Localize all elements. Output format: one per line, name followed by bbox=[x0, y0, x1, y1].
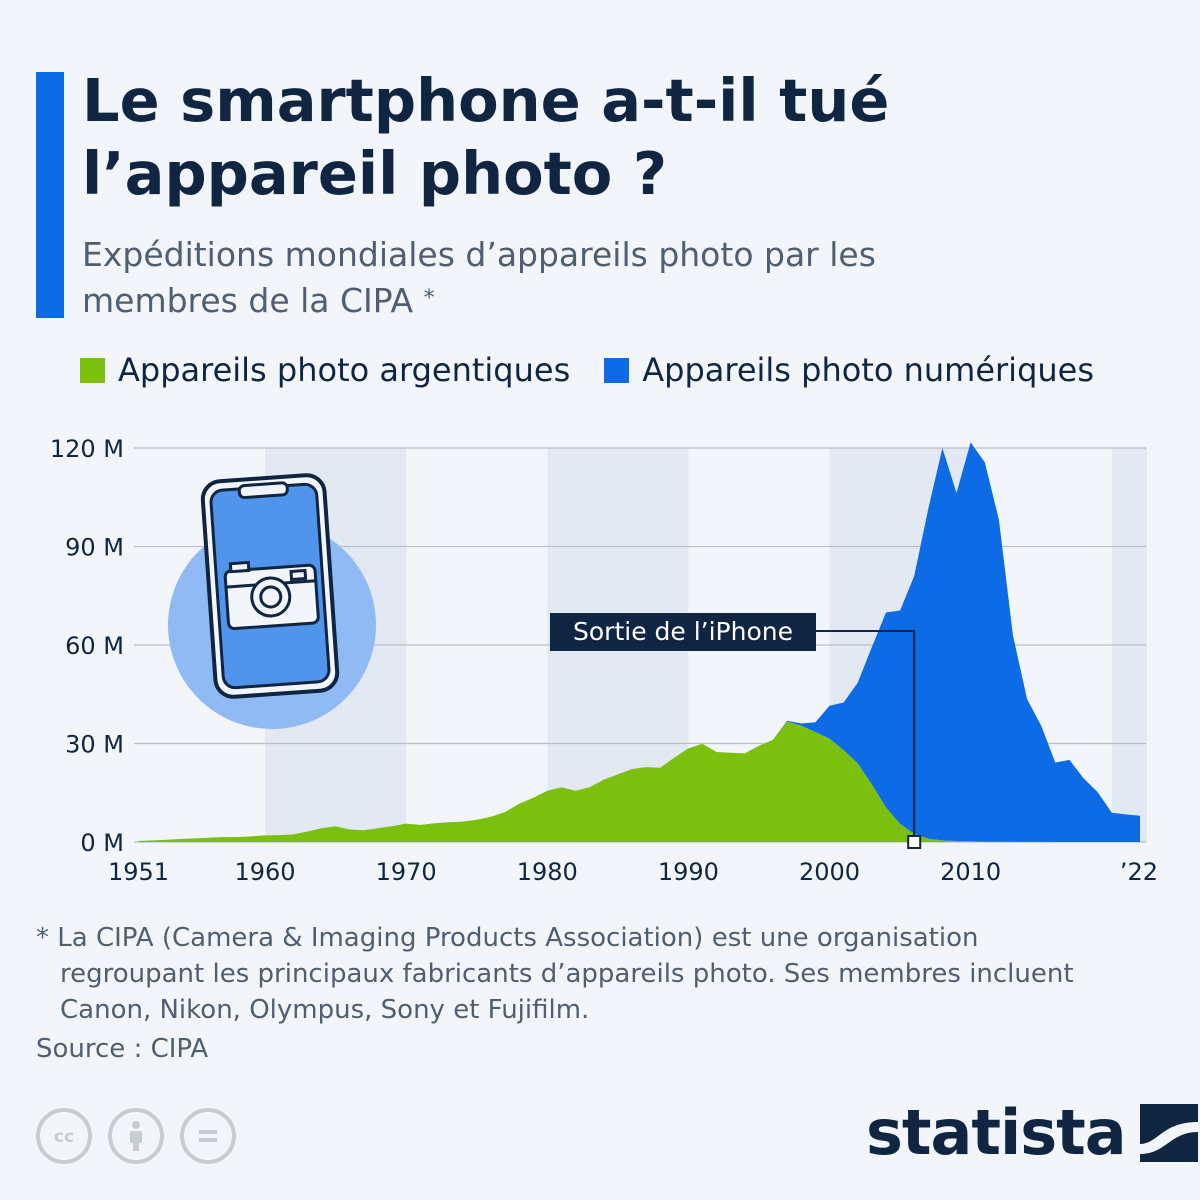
source-note: Source : CIPA bbox=[36, 1034, 209, 1064]
y-tick-label: 30 M bbox=[65, 731, 124, 759]
x-tick-label: 2010 bbox=[940, 858, 1001, 886]
license-icons: cc bbox=[36, 1108, 252, 1164]
brand-name: statista bbox=[866, 1096, 1127, 1169]
svg-text:cc: cc bbox=[54, 1127, 74, 1147]
footnote: * La CIPA (Camera & Imaging Products Ass… bbox=[36, 923, 1074, 1025]
x-tick-label: 1970 bbox=[376, 858, 437, 886]
area-series-analog bbox=[138, 721, 1140, 842]
iphone-annotation: Sortie de l’iPhone bbox=[550, 613, 922, 849]
legend-item-analog: Appareils photo argentiques bbox=[80, 351, 570, 389]
subtitle-text: Expéditions mondiales d’appareils photo … bbox=[82, 235, 876, 320]
x-tick-label: 2000 bbox=[799, 858, 860, 886]
x-tick-label: 1960 bbox=[234, 858, 295, 886]
area-chart: 0 M 30 M 60 M 90 M 120 M 1951 1960 1970 1980 199… bbox=[50, 435, 1158, 886]
creative-commons-icon[interactable]: cc bbox=[36, 1108, 92, 1164]
phone-notch bbox=[237, 481, 289, 500]
no-derivatives-icon[interactable] bbox=[180, 1108, 236, 1164]
legend-swatch-analog bbox=[80, 357, 105, 383]
x-tick-label: 1990 bbox=[658, 858, 719, 886]
y-tick-label: 90 M bbox=[65, 534, 124, 562]
page-subtitle: Expéditions mondiales d’appareils photo … bbox=[82, 232, 882, 324]
legend-label-digital: Appareils photo numériques bbox=[642, 351, 1095, 389]
smartphone-camera-icon bbox=[168, 473, 376, 729]
legend-item-digital: Appareils photo numériques bbox=[604, 351, 1094, 389]
chart-areas bbox=[138, 442, 1140, 842]
annotation-leader-line bbox=[800, 630, 916, 842]
legend-swatch-digital bbox=[604, 357, 630, 383]
y-tick-label: 120 M bbox=[50, 435, 124, 463]
chart-legend: Appareils photo argentiques Appareils ph… bbox=[80, 350, 1128, 390]
x-axis: 1951 1960 1970 1980 1990 2000 2010 ’22 bbox=[108, 858, 1158, 886]
legend-label-analog: Appareils photo argentiques bbox=[118, 351, 571, 389]
statista-mark-icon bbox=[1139, 1103, 1198, 1162]
annotation-marker bbox=[907, 835, 922, 849]
camera-icon bbox=[223, 560, 320, 631]
x-tick-label: 1951 bbox=[108, 858, 169, 886]
y-tick-label: 60 M bbox=[65, 632, 124, 660]
x-tick-label: 1980 bbox=[517, 858, 578, 886]
annotation-label-box bbox=[550, 613, 816, 651]
area-series-digital bbox=[138, 442, 1140, 842]
statista-logo[interactable]: statista bbox=[866, 1096, 1198, 1169]
x-tick-label: ’22 bbox=[1120, 858, 1158, 886]
attribution-icon[interactable] bbox=[108, 1108, 164, 1164]
page-title: Le smartphone a-t-il tué l’appareil phot… bbox=[82, 66, 890, 208]
y-axis: 0 M 30 M 60 M 90 M 120 M bbox=[50, 435, 124, 857]
y-tick-label: 0 M bbox=[80, 829, 124, 857]
title-accent-bar bbox=[36, 72, 64, 318]
annotation-label: Sortie de l’iPhone bbox=[573, 617, 793, 646]
subtitle-footnote-mark: * bbox=[423, 286, 435, 311]
